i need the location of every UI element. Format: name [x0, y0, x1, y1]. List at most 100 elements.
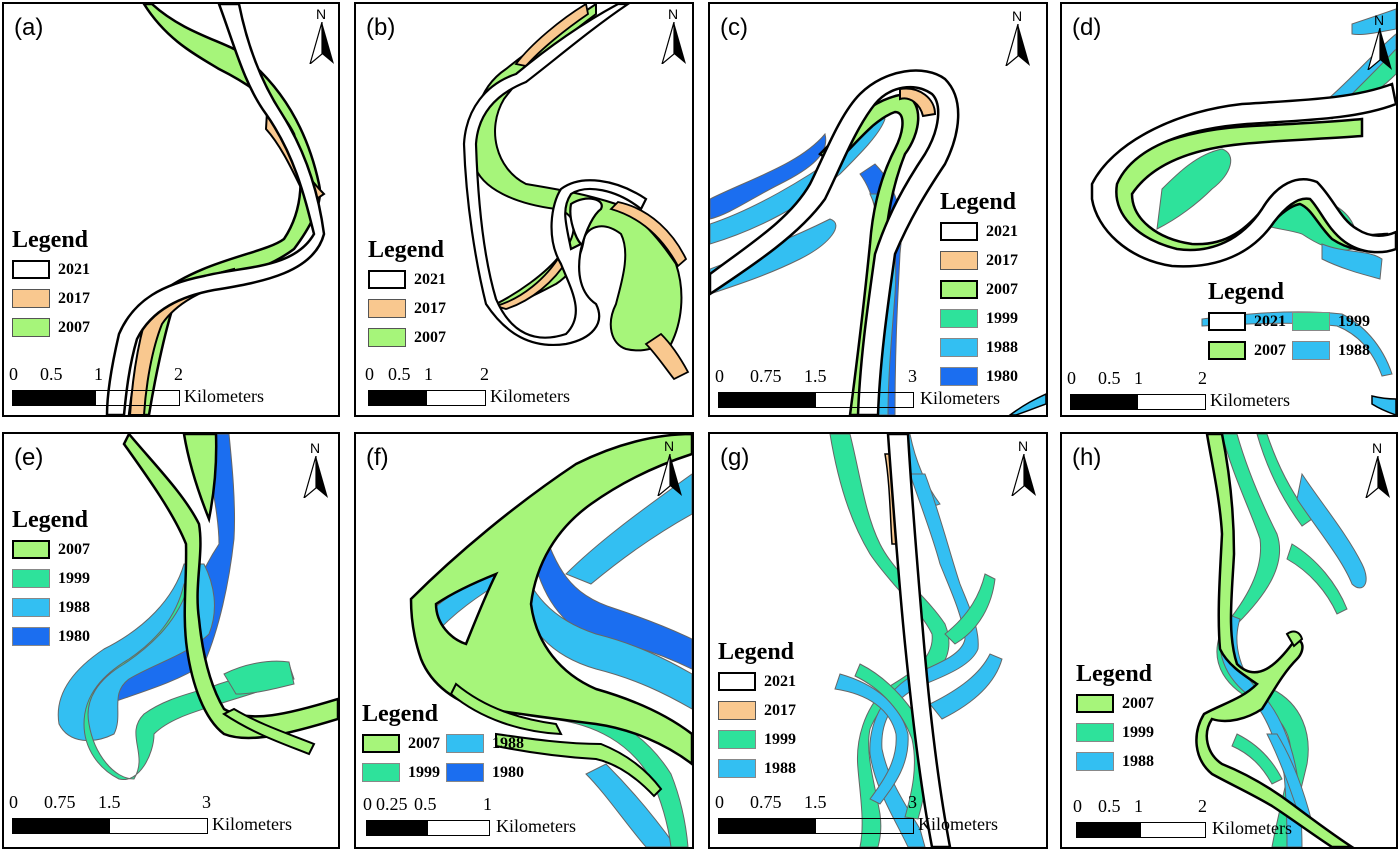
north-arrow-icon — [1011, 454, 1036, 496]
legend-item-2017: 2017 — [368, 297, 446, 320]
scale-tick: 0.5 — [414, 794, 437, 814]
legend-item-1999: 1999 — [940, 307, 1018, 330]
north-label: N — [1371, 440, 1383, 456]
scale-bar: 0 0.75 1.5 3 Kilometers — [9, 792, 332, 842]
river-map-h — [1195, 434, 1367, 847]
channel-2021 — [886, 434, 952, 847]
legend-label: 2007 — [414, 328, 446, 346]
river-map-a — [105, 4, 326, 415]
scale-tick: 0.25 — [376, 794, 408, 814]
north-label: N — [663, 438, 675, 454]
legend-swatch-2007 — [12, 540, 50, 559]
legend-swatch-2021 — [1208, 312, 1246, 331]
legend-item-2021: 2021 — [940, 220, 1018, 243]
legend-swatch-2007 — [940, 280, 978, 299]
legend-item-1999: 1999 — [1292, 310, 1370, 333]
legend-swatch-2007 — [12, 318, 50, 337]
legend-label: 2017 — [986, 251, 1018, 269]
map-panel-g: (g) N Legend 2021 2017 1999 1988 0 0.75 … — [708, 432, 1048, 849]
scale-tick: 2 — [1198, 368, 1207, 388]
legend-label: 1988 — [986, 338, 1018, 356]
legend-item-1999: 1999 — [12, 567, 90, 590]
north-label: N — [667, 6, 679, 22]
north-arrow-icon — [309, 22, 334, 64]
channel-1988 — [710, 117, 886, 245]
legend-swatch-1988 — [1292, 341, 1330, 360]
channel-1988 — [1371, 395, 1396, 415]
legend-item-2007: 2007 — [1076, 692, 1154, 715]
legend-label: 2021 — [986, 222, 1018, 240]
channel-1988 — [1008, 393, 1046, 415]
scale-bar-graphic — [12, 390, 180, 406]
legend-label: 2017 — [414, 299, 446, 317]
map-panel-e: (e) N Legend 2007 1999 1988 1980 0 0.75 … — [2, 432, 340, 849]
legend-title: Legend — [368, 237, 445, 263]
scale-bar-graphic — [12, 818, 208, 834]
legend-title: Legend — [940, 189, 1017, 215]
legend-swatch-1980 — [940, 367, 978, 386]
channel-2021 — [1090, 82, 1396, 268]
north-arrow: N — [1008, 438, 1038, 496]
scale-bar: 0 0.5 1 2 Kilometers — [1067, 368, 1390, 415]
legend-item-2007: 2007 — [368, 326, 446, 349]
channel-2007 — [495, 732, 663, 798]
legend-title: Legend — [1076, 661, 1153, 687]
scale-bar: 0 0.25 0.5 1 Kilometers — [363, 794, 686, 844]
channel-1988 — [1351, 8, 1396, 35]
legend-title: Legend — [1208, 279, 1285, 305]
legend-label: 2017 — [764, 701, 796, 719]
legend-swatch-1999 — [12, 569, 50, 588]
legend-item-1980: 1980 — [12, 625, 90, 648]
legend: Legend 2021 2017 1999 1988 — [718, 638, 796, 780]
channel-2007 — [182, 434, 218, 524]
north-arrow: N — [1364, 12, 1394, 70]
legend-item-1988: 1988 — [718, 757, 796, 780]
legend-item-1988: 1988 — [446, 732, 524, 755]
north-label: N — [1017, 438, 1029, 454]
scale-tick: 3 — [908, 792, 917, 812]
channel-2007 — [1285, 630, 1304, 648]
scale-unit: Kilometers — [496, 816, 576, 836]
scale-tick: 1 — [94, 364, 103, 384]
river-map-c — [710, 69, 1046, 415]
scale-bar: 0 0.5 1 2 Kilometers — [9, 364, 332, 414]
north-arrow-icon — [661, 22, 686, 64]
scale-tick: 0 — [1073, 796, 1082, 816]
scale-bar-graphic — [1076, 822, 1206, 838]
map-panel-b: (b) N Legend 2021 2017 2007 0 0.5 1 2 Ki… — [354, 2, 694, 417]
legend-swatch-2017 — [12, 289, 50, 308]
channel-1988 — [585, 763, 677, 847]
legend-label: 2007 — [58, 540, 90, 558]
legend-label: 2007 — [58, 318, 90, 336]
legend-label: 2021 — [414, 270, 446, 288]
legend: Legend 2007 1988 1999 1980 — [362, 700, 524, 784]
panel-label: (a) — [14, 14, 44, 41]
channel-2007 — [127, 4, 322, 415]
legend-title: Legend — [12, 507, 89, 533]
legend-swatch-1999 — [362, 763, 400, 782]
scale-tick: 2 — [174, 364, 183, 384]
legend-label: 1980 — [492, 763, 524, 781]
scale-tick: 0.75 — [750, 366, 782, 386]
legend: Legend 2021 1999 2007 1988 — [1208, 278, 1370, 362]
channel-1999 — [944, 573, 996, 645]
scale-bar-graphic — [368, 390, 486, 406]
channel-1988 — [929, 653, 1003, 720]
legend-label: 1988 — [492, 734, 524, 752]
channel-1999 — [1286, 543, 1348, 615]
scale-tick: 1.5 — [804, 366, 827, 386]
scale-tick: 2 — [1198, 796, 1207, 816]
map-panel-c: (c) N Legend 2021 2017 2007 1999 1988 19… — [708, 2, 1048, 417]
legend-item-2021: 2021 — [718, 670, 796, 693]
legend-label: 2017 — [58, 289, 90, 307]
north-arrow-icon — [1365, 456, 1390, 498]
legend-item-2007: 2007 — [1208, 339, 1286, 362]
scale-tick: 1 — [424, 364, 433, 384]
channel-2007 — [449, 682, 563, 736]
scale-bar-graphic — [1070, 394, 1206, 410]
scale-bar: 0 0.5 1 2 Kilometers — [1073, 796, 1396, 846]
legend-swatch-2007 — [1076, 694, 1114, 713]
channel-2017 — [609, 201, 688, 268]
legend-item-1988: 1988 — [1076, 750, 1154, 773]
north-arrow-icon — [657, 454, 682, 496]
